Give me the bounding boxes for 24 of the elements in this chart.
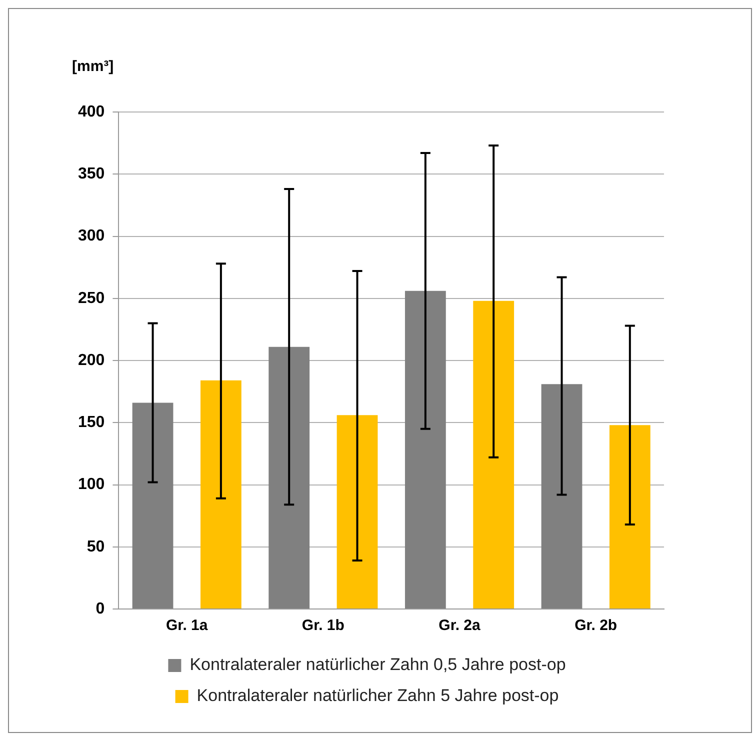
x-tick-label: Gr. 1a bbox=[166, 617, 208, 634]
y-tick-label: 0 bbox=[96, 600, 105, 618]
y-tick-label: 400 bbox=[78, 103, 105, 120]
y-tick-label: 250 bbox=[78, 290, 105, 307]
y-tick-label: 300 bbox=[78, 228, 105, 245]
y-tick-label: 150 bbox=[78, 414, 105, 432]
y-axis-title: [mm³] bbox=[72, 58, 114, 75]
bar bbox=[200, 380, 242, 608]
y-tick-label: 350 bbox=[78, 166, 105, 183]
x-tick-label: Gr. 2b bbox=[574, 617, 618, 634]
legend-label: Kontralateraler natürlicher Zahn 5 Jahre post-op bbox=[196, 686, 559, 706]
bar bbox=[132, 402, 174, 608]
bar bbox=[404, 290, 446, 608]
y-tick-label: 100 bbox=[78, 476, 105, 494]
y-tick-label: 50 bbox=[86, 538, 105, 556]
bar bbox=[609, 425, 650, 608]
bar bbox=[541, 384, 582, 608]
bar bbox=[336, 415, 378, 608]
x-tick-label: Gr. 2a bbox=[438, 617, 482, 634]
bar bbox=[268, 346, 310, 608]
legend-label: Kontralateraler natürlicher Zahn 0,5 Jahre post-op bbox=[190, 655, 566, 674]
y-tick-label: 200 bbox=[78, 352, 105, 369]
x-tick-label: Gr. 1b bbox=[302, 617, 344, 634]
bar bbox=[473, 300, 514, 608]
